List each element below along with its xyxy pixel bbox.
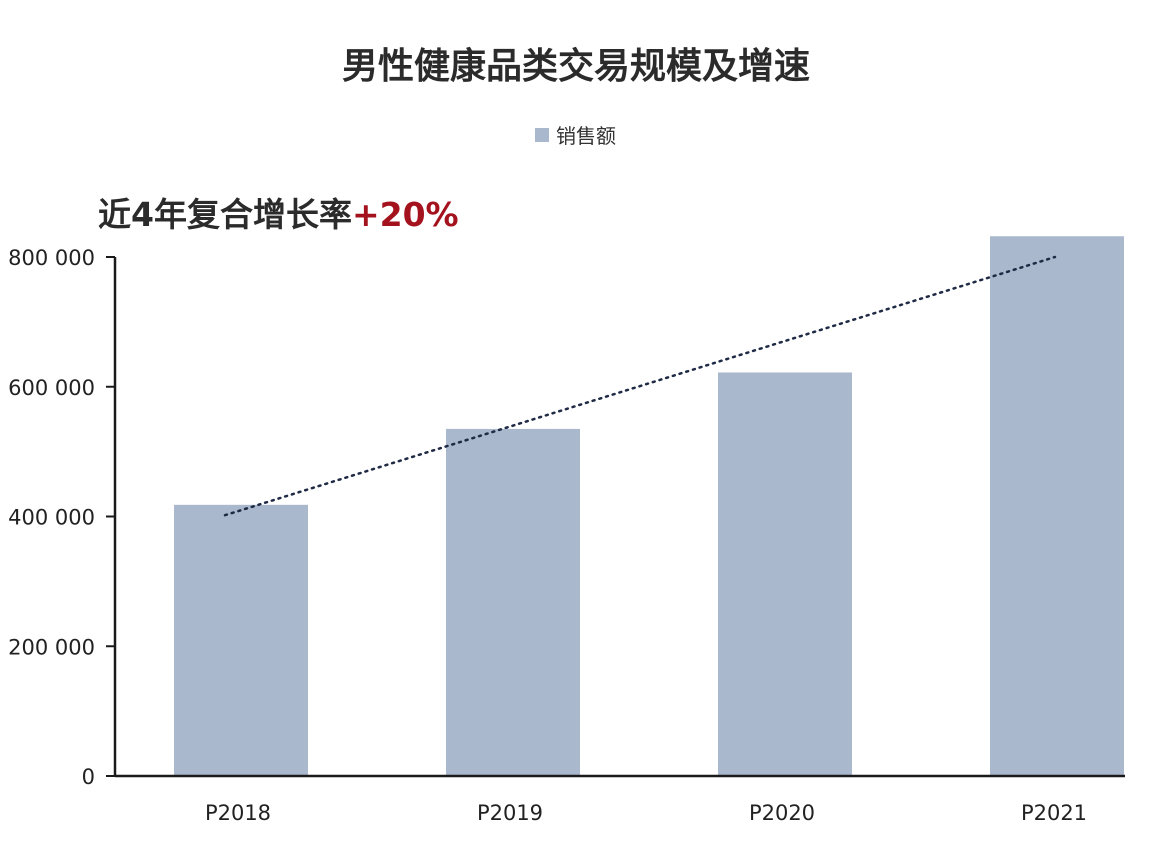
y-axis-ticks: 0 200 000 400 000 600 000 800 000 <box>8 246 115 789</box>
bar-P2018 <box>174 504 308 776</box>
legend-label: 销售额 <box>556 124 616 148</box>
bar-P2021 <box>990 236 1124 777</box>
y-tick-label: 600 000 <box>8 376 95 400</box>
y-tick-label: 800 000 <box>8 246 95 270</box>
trend-line <box>223 255 1057 517</box>
x-axis-ticks: P2018 P2019 P2020 P2021 <box>205 801 1087 825</box>
y-tick-label: 200 000 <box>8 635 95 659</box>
bar-P2019 <box>446 428 580 776</box>
x-tick-label: P2018 <box>205 801 271 825</box>
x-tick-label: P2019 <box>477 801 543 825</box>
y-tick-label: 400 000 <box>8 506 95 530</box>
growth-annotation-value: +20% <box>352 195 459 234</box>
legend-swatch <box>535 128 549 142</box>
x-tick-label: P2020 <box>749 801 815 825</box>
growth-annotation-prefix: 近4年复合增长率 <box>98 195 352 234</box>
legend: 销售额 <box>535 124 616 148</box>
chart-title: 男性健康品类交易规模及增速 <box>342 45 810 87</box>
bar-P2020 <box>718 372 852 776</box>
growth-annotation: 近4年复合增长率+20% <box>98 195 459 234</box>
y-tick-label: 0 <box>82 765 95 789</box>
x-tick-label: P2021 <box>1021 801 1087 825</box>
bars <box>174 236 1124 777</box>
trendline <box>223 255 1057 517</box>
